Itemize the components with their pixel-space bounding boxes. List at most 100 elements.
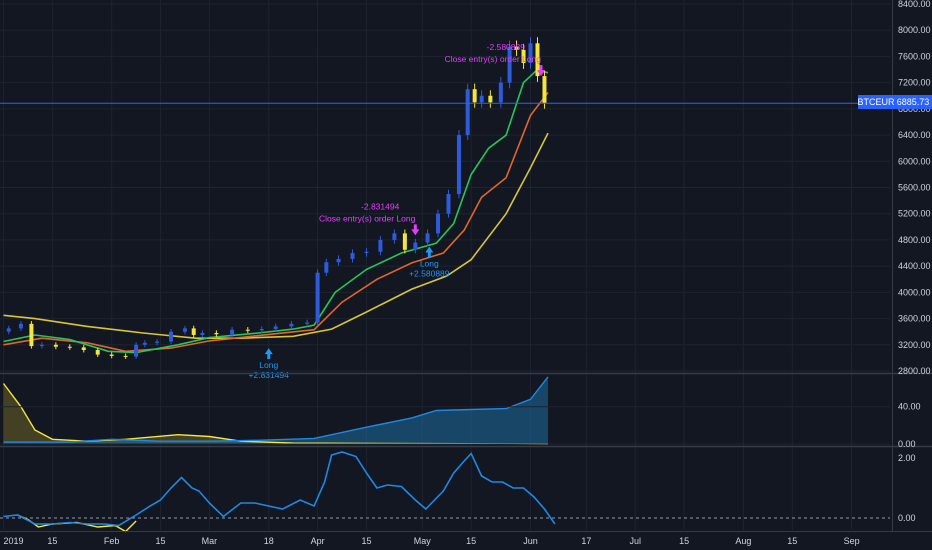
candle-body-41 [488,95,493,103]
price-tick-7: 5600.00 [898,183,931,193]
candle-body-42 [498,82,503,103]
time-tick-12: Jul [629,536,641,546]
osc1-tick-1: 0.00 [898,439,916,449]
candle-body-38 [465,89,470,136]
candle-body-11 [134,344,139,357]
candle-body-20 [245,329,250,331]
candles [6,37,547,359]
price-tick-8: 5200.00 [898,209,931,219]
price-tick-0: 8400.00 [898,0,931,9]
osc1-tick-0: 40.00 [898,402,921,412]
oscillator-1-pane [0,376,890,445]
time-tick-16: Sep [844,536,860,546]
candle-body-37 [456,135,461,195]
long-label-0: Long [259,360,278,370]
time-tick-9: 15 [466,536,476,546]
candle-body-21 [259,329,264,331]
time-tick-5: 18 [264,536,274,546]
price-tick-13: 3200.00 [898,340,931,350]
candle-body-14 [169,331,174,342]
candle-body-32 [402,233,407,250]
time-tick-4: Mar [202,536,218,546]
candle-body-39 [472,89,477,103]
candle-body-40 [479,95,484,103]
price-tick-14: 2800.00 [898,366,931,376]
candle-body-43 [507,46,512,83]
long-value-2: +2.580889 [409,268,450,278]
long-arrow-icon [264,348,273,360]
ma-fast-path [3,68,549,354]
candle-body-13 [155,341,160,343]
long-value-0: +2.831494 [249,370,290,380]
osc2-blue-line [3,451,556,527]
candle-body-26 [324,262,329,273]
osc1-blue-area [3,376,548,444]
candle-body-44 [514,46,519,50]
candle-body-31 [392,233,397,240]
price-tick-10: 4400.00 [898,261,931,271]
close-label-1: Close entry(s) order Long [319,213,416,223]
ma-slow-path [3,132,549,340]
last-price-tag-bg [894,95,932,109]
candle-body-34 [425,233,430,243]
candle-body-18 [214,332,219,335]
candle-body-12 [142,342,147,345]
candle-body-7 [81,347,86,351]
time-tick-15: 15 [787,536,797,546]
ma-slow-line [3,132,549,340]
oscillator-2-pane [0,451,890,533]
osc2-tick-0: 2.00 [898,453,916,463]
last-price-tag: 6885.73 [897,97,930,107]
price-tick-12: 3600.00 [898,314,931,324]
osc2-tick-1: 0.00 [898,513,916,523]
candle-body-47 [535,43,540,77]
candle-body-45 [521,49,526,63]
close-value-3: -2.580889 [487,42,526,52]
candle-body-22 [273,326,278,330]
candle-body-33 [413,242,418,250]
candle-body-3 [29,323,34,347]
long-label-2: Long [420,258,439,268]
candle-body-17 [200,332,205,335]
time-axis[interactable]: 2019 15 Feb 15 Mar 18 Apr 15 May 15 Jun 17 Jul 15 Aug 1… [3,536,859,546]
candle-body-2 [18,323,23,329]
time-tick-1: 15 [47,536,57,546]
close-value-1: -2.831494 [361,201,400,211]
candle-body-48 [542,76,547,104]
candle-body-29 [364,251,369,254]
time-tick-6: Apr [311,536,325,546]
price-tick-1: 8000.00 [898,25,931,35]
candle-body-19 [230,329,235,335]
time-tick-14: Aug [735,536,751,546]
osc1-blue-line [3,376,549,443]
symbol-tag: BTCEUR [857,97,895,107]
candle-body-9 [109,354,114,356]
candle-body-30 [378,239,383,252]
candle-body-6 [67,346,72,348]
candle-body-16 [191,328,196,335]
candle-body-4 [39,344,44,347]
time-tick-10: Jun [523,536,538,546]
price-tick-11: 4000.00 [898,287,931,297]
time-tick-2: Feb [104,536,120,546]
candle-body-5 [53,344,58,347]
time-tick-3: 15 [156,536,166,546]
time-tick-8: May [414,536,432,546]
time-tick-0: 2019 [3,536,23,546]
time-tick-7: 15 [361,536,371,546]
close-label-3: Close entry(s) order Long [445,54,542,64]
price-tick-5: 6400.00 [898,130,931,140]
price-tick-2: 7600.00 [898,51,931,61]
time-tick-11: 17 [581,536,591,546]
ma-mid-line [3,92,549,353]
close-arrow-icon [536,65,545,77]
candle-body-24 [305,322,310,324]
pane-separators[interactable] [0,0,932,532]
candle-body-8 [95,350,100,355]
price-tick-3: 7200.00 [898,78,931,88]
time-tick-13: 15 [679,536,689,546]
candle-body-23 [289,323,294,327]
ma-mid-path [3,92,549,353]
